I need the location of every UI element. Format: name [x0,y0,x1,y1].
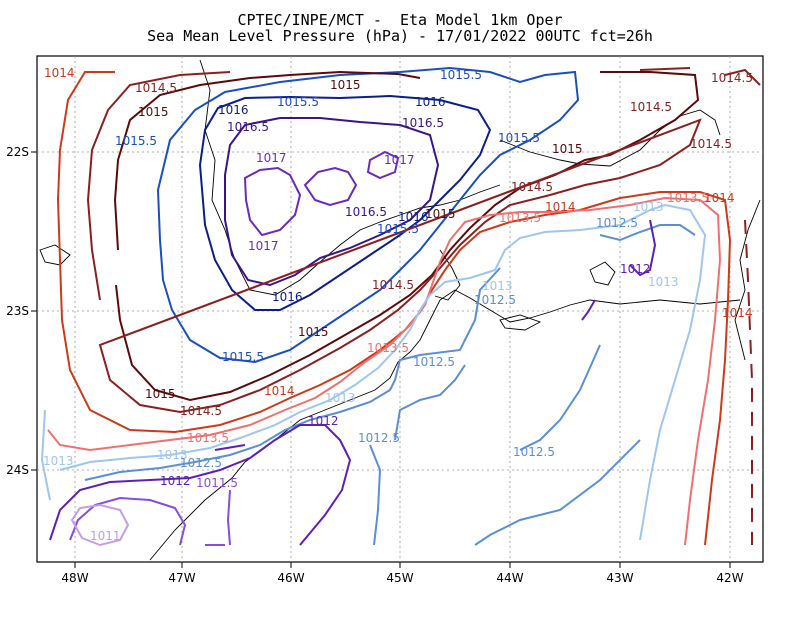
label-1016: 1016 [272,290,303,304]
label-1013-5: 1013.5 [187,431,229,445]
label-1017: 1017 [384,153,415,167]
label-1012-5: 1012.5 [474,293,516,307]
label-1014-5: 1014.5 [511,180,553,194]
isobar-1011 [70,503,130,547]
label-1014-5: 1014.5 [372,278,414,292]
label-1015-5: 1015.5 [277,95,319,109]
label-1015: 1015 [298,325,329,339]
isobar-1013-5 [47,196,722,546]
label-1017: 1017 [256,151,287,165]
label-1014-5: 1014.5 [711,71,753,85]
lon-tick-label: 43W [606,571,633,585]
label-1015: 1015 [330,78,361,92]
isobar-1015-5 [156,66,580,364]
lon-tick-label: 44W [496,571,523,585]
isobar-1017-c [366,150,400,180]
label-1015: 1015 [138,105,169,119]
label-1014-5: 1014.5 [690,137,732,151]
label-1014: 1014 [44,66,75,80]
label-1012-5: 1012.5 [596,216,638,230]
lat-tick-label: 24S [6,463,29,477]
label-1017: 1017 [248,239,279,253]
title-line-2: Sea Mean Level Pressure (hPa) - 17/01/20… [147,27,653,45]
lon-tick-label: 42W [716,571,743,585]
isobar-1017-b [303,166,358,207]
lon-tick-label: 48W [61,571,88,585]
label-1014-5: 1014.5 [135,81,177,95]
label-1011: 1011 [90,529,121,543]
lat-tick-labels: 22S 23S 24S [6,145,29,477]
label-1016-5: 1016.5 [227,120,269,134]
isobar-1012-5 [84,224,696,546]
label-1016-5: 1016.5 [402,116,444,130]
label-1013: 1013 [648,275,679,289]
label-1015: 1015 [425,207,456,221]
isobar-1016 [198,94,492,311]
label-1013: 1013 [482,279,513,293]
isobar-1015 [113,70,700,402]
label-1012: 1012 [160,474,191,488]
map-title: CPTEC/INPE/MCT - Eta Model 1km Oper Sea … [0,12,800,44]
lon-tick-label: 46W [277,571,304,585]
isobar-lines [40,66,761,547]
lon-tick-labels: 48W 47W 46W 45W 44W 43W 42W [61,571,743,585]
label-1014-5: 1014.5 [630,100,672,114]
label-1012: 1012 [308,414,339,428]
label-1013-5: 1013.5 [667,191,709,205]
label-1015-5: 1015.5 [377,222,419,236]
label-1016: 1016 [218,103,249,117]
label-1013: 1013 [633,200,664,214]
label-1012-5: 1012.5 [358,431,400,445]
isobar-1014 [56,71,732,546]
isobar-1016-5 [224,117,440,287]
isobar-1014-dashed [744,219,753,545]
axis-ticks [31,151,731,568]
label-1015-5: 1015.5 [440,68,482,82]
label-1015-5: 1015.5 [498,131,540,145]
label-1012-5: 1012.5 [180,456,222,470]
label-1015-5: 1015.5 [115,134,157,148]
lon-tick-label: 45W [386,571,413,585]
label-1013: 1013 [157,448,188,462]
label-1013-5: 1013.5 [499,211,541,225]
label-1012-5: 1012.5 [513,445,555,459]
label-1013: 1013 [43,454,74,468]
label-1013-5: 1013.5 [367,341,409,355]
label-1014: 1014 [704,191,735,205]
contour-labels: 1014 1014.5 1015 1015.5 1016 1016.5 1017… [43,66,753,543]
isobar-1017-a [243,166,302,237]
label-1016: 1016 [398,210,429,224]
label-1016: 1016 [415,95,446,109]
isobar-1013 [40,203,707,541]
lat-tick-label: 22S [6,145,29,159]
lon-tick-label: 47W [168,571,195,585]
label-1013: 1013 [325,391,356,405]
title-line-1: CPTEC/INPE/MCT - Eta Model 1km Oper [237,11,563,29]
label-1014: 1014 [722,306,753,320]
isobar-1011-5 [69,489,231,546]
label-1011-5: 1011.5 [196,476,238,490]
label-1015-5: 1015.5 [222,350,264,364]
label-1012-5: 1012.5 [413,355,455,369]
label-1014-5: 1014.5 [180,404,222,418]
label-1014: 1014 [264,384,295,398]
isobar-1014-5 [86,67,761,414]
lat-tick-label: 23S [6,304,29,318]
label-1016-5: 1016.5 [345,205,387,219]
label-1012: 1012 [620,262,651,276]
label-1015: 1015 [552,142,583,156]
isobar-1012 [49,219,657,546]
label-1014: 1014 [545,200,576,214]
label-1015: 1015 [145,387,176,401]
